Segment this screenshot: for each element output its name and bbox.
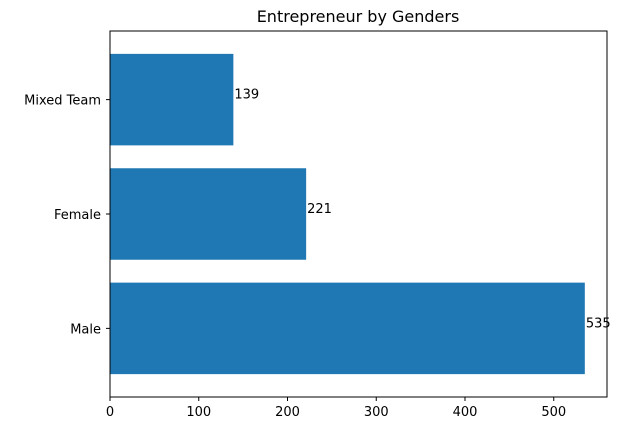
- y-tick-label: Female: [54, 208, 101, 223]
- bar-female: [110, 168, 307, 260]
- data-labels-group: 535 221 139: [234, 88, 610, 332]
- chart-title: Entrepreneur by Genders: [257, 7, 460, 26]
- y-axis: Male Female Mixed Team: [24, 94, 110, 337]
- x-tick-label: 100: [186, 405, 211, 420]
- x-tick-label: 500: [541, 405, 566, 420]
- bar-male: [110, 282, 585, 375]
- plot-frame: [109, 30, 608, 398]
- bar-mixed-team: [110, 53, 234, 146]
- data-label: 139: [234, 88, 259, 103]
- x-tick-label: 400: [453, 405, 478, 420]
- x-tick-label: 0: [106, 405, 114, 420]
- x-tick-label: 300: [364, 405, 389, 420]
- y-tick-label: Mixed Team: [24, 94, 101, 109]
- data-label: 221: [307, 202, 332, 217]
- x-axis: 0 100 200 300 400 500: [106, 397, 566, 420]
- x-tick-label: 200: [275, 405, 300, 420]
- data-label: 535: [586, 316, 611, 331]
- bars-group: [110, 53, 585, 375]
- y-tick-label: Male: [70, 322, 101, 337]
